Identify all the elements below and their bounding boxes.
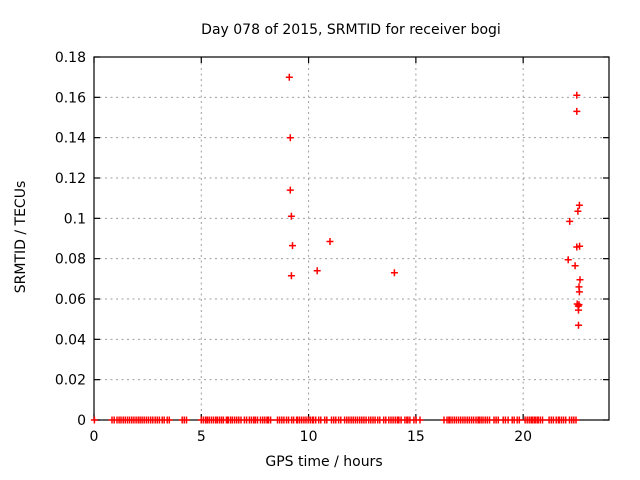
scatter-markers bbox=[90, 73, 584, 424]
x-tick-label: 10 bbox=[300, 429, 318, 445]
axis-ticks bbox=[93, 56, 609, 421]
y-tick-label: 0.14 bbox=[55, 131, 86, 147]
x-axis-label: GPS time / hours bbox=[265, 454, 382, 470]
data-points bbox=[90, 73, 584, 424]
x-tick-label: 20 bbox=[514, 429, 532, 445]
x-tick-label: 5 bbox=[197, 429, 206, 445]
y-tick-label: 0.04 bbox=[55, 332, 86, 348]
x-tick-label: 15 bbox=[407, 429, 425, 445]
grid bbox=[94, 57, 609, 420]
y-tick-label: 0.12 bbox=[55, 171, 86, 187]
x-tick-label: 0 bbox=[90, 429, 99, 445]
plot-border bbox=[93, 56, 610, 421]
chart-title: Day 078 of 2015, SRMTID for receiver bog… bbox=[201, 22, 501, 38]
y-tick-label: 0.02 bbox=[55, 373, 86, 389]
y-axis-label: SRMTID / TECUs bbox=[13, 181, 29, 294]
y-tick-label: 0.16 bbox=[55, 90, 86, 106]
tick-labels: 0 5 10 15 20 0 0.02 0.04 0.06 0.08 0.1 0.12 0.14 0.16… bbox=[55, 50, 532, 445]
y-tick-label: 0.06 bbox=[55, 292, 86, 308]
y-tick-label: 0 bbox=[77, 413, 86, 429]
y-tick-label: 0.18 bbox=[55, 50, 86, 66]
y-tick-label: 0.08 bbox=[55, 252, 86, 268]
y-tick-label: 0.1 bbox=[64, 211, 86, 227]
